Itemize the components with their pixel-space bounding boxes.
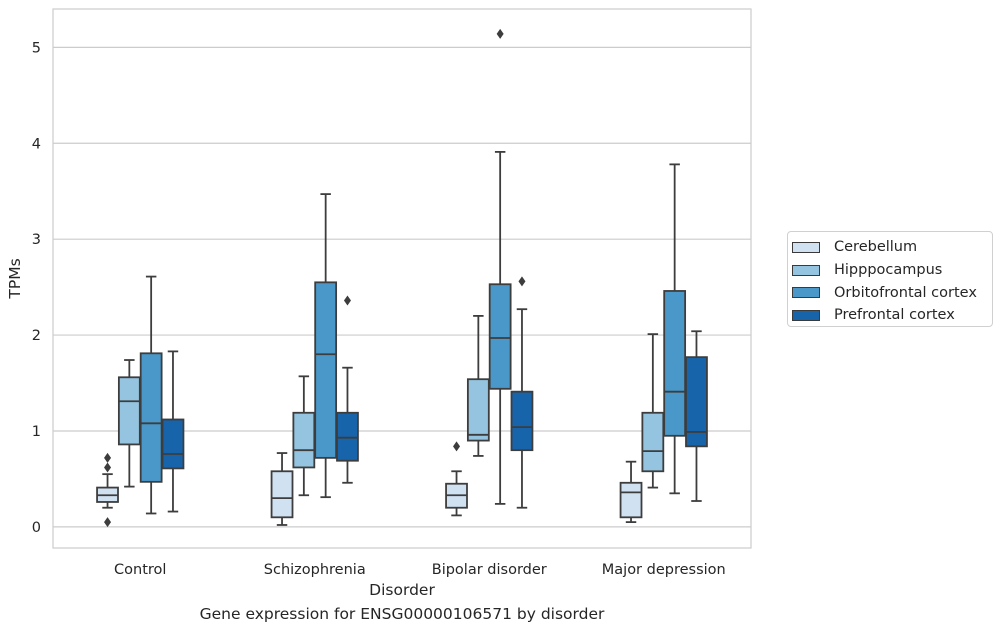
- outlier-point: [343, 295, 351, 306]
- box-body: [466, 378, 490, 442]
- legend-item-hippocampus: Hipppocampus: [792, 259, 992, 282]
- box-body: [663, 290, 687, 437]
- legend-label-orbitofrontal-cortex: Orbitofrontal cortex: [834, 284, 977, 301]
- box-body: [292, 411, 316, 469]
- plot-area-frame: [52, 8, 752, 549]
- box-body: [336, 411, 359, 462]
- box: [466, 315, 490, 457]
- y-tick-labels: 0 1 2 3 4 5: [32, 40, 41, 536]
- box: [619, 460, 643, 524]
- legend-swatch-prefrontal-cortex: [792, 309, 820, 321]
- boxes: [96, 28, 708, 528]
- x-axis-label: Disorder: [369, 581, 435, 599]
- box-body: [488, 283, 512, 390]
- box: [314, 193, 338, 499]
- legend-swatch-orbitofrontal-cortex: [792, 287, 820, 299]
- y-axis-label: TPMs: [6, 258, 24, 299]
- box-body: [314, 281, 338, 459]
- outlier-point: [496, 28, 504, 39]
- outlier-point: [104, 517, 112, 528]
- y-tick-label: 1: [32, 424, 41, 440]
- box-body: [117, 376, 141, 446]
- legend-label-prefrontal-cortex: Prefrontal cortex: [834, 307, 955, 324]
- x-tick-label: Major depression: [602, 562, 726, 578]
- outlier-point: [104, 452, 112, 463]
- legend-item-prefrontal-cortex: Prefrontal cortex: [792, 304, 992, 327]
- box-body: [510, 390, 534, 452]
- box: [641, 333, 665, 489]
- box: [292, 375, 316, 497]
- x-tick-label: Control: [114, 562, 166, 578]
- y-tick-label: 4: [32, 136, 41, 152]
- outlier-point: [518, 276, 526, 287]
- box: [445, 441, 468, 517]
- legend-item-orbitofrontal-cortex: Orbitofrontal cortex: [792, 281, 992, 304]
- legend-label-hippocampus: Hipppocampus: [834, 262, 943, 279]
- y-tick-label: 0: [32, 520, 41, 536]
- box: [336, 295, 359, 484]
- box: [161, 350, 185, 513]
- box-body: [685, 356, 708, 448]
- box: [139, 275, 163, 515]
- x-tick-label: Bipolar disorder: [432, 562, 547, 578]
- legend-swatch-hippocampus: [792, 264, 820, 276]
- legend-swatch-cerebellum: [792, 241, 820, 253]
- box: [488, 28, 512, 505]
- outlier-point: [104, 462, 112, 473]
- box: [663, 163, 687, 495]
- box-body: [270, 470, 294, 519]
- box: [685, 330, 708, 502]
- box-body: [139, 352, 163, 483]
- box: [96, 452, 119, 528]
- y-tick-label: 3: [32, 232, 41, 248]
- y-tick-label: 2: [32, 328, 41, 344]
- x-tick-labels: Control Schizophrenia Bipolar disorder Majo…: [114, 562, 726, 578]
- box-body: [161, 418, 185, 470]
- figure-caption: Gene expression for ENSG00000106571 by d…: [199, 605, 605, 623]
- legend-label-cerebellum: Cerebellum: [834, 239, 918, 256]
- y-tick-label: 5: [32, 40, 41, 56]
- box: [510, 276, 534, 509]
- outlier-point: [453, 441, 461, 452]
- box-body: [641, 411, 665, 473]
- box: [117, 359, 141, 488]
- box: [270, 452, 294, 526]
- legend-item-cerebellum: Cerebellum: [792, 236, 992, 259]
- x-tick-label: Schizophrenia: [264, 562, 366, 578]
- box-body: [619, 481, 643, 519]
- legend: Cerebellum Hipppocampus Orbitofrontal co…: [787, 231, 993, 327]
